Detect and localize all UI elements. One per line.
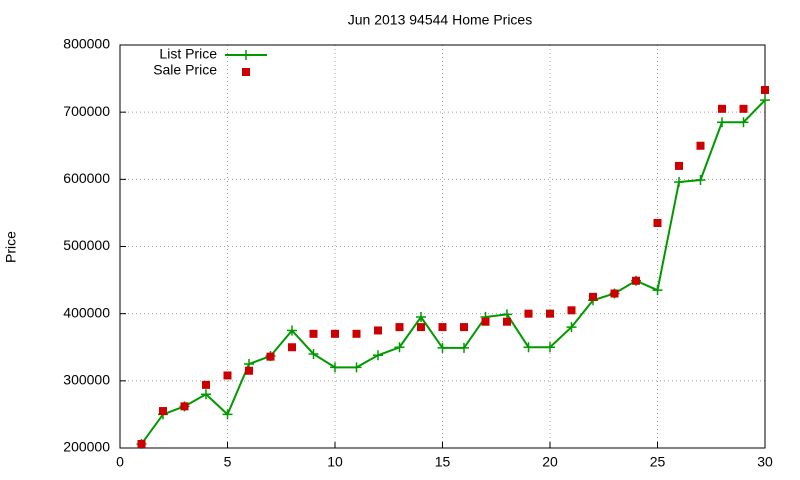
plot-frame [119,44,766,449]
square-marker [675,161,683,170]
square-marker [180,402,189,411]
square-marker [503,317,511,326]
x-tick-label: 25 [650,454,666,470]
square-marker [567,306,576,315]
square-marker [352,329,361,338]
plus-marker [459,342,469,353]
square-marker [589,292,597,301]
legend-label: List Price [159,46,217,62]
y-tick-label: 300000 [63,372,110,388]
square-marker [718,104,726,113]
square-marker [309,329,318,338]
plus-marker [502,309,512,320]
x-tick-label: 10 [327,454,343,470]
square-marker [245,366,253,375]
square-marker [417,323,425,332]
square-marker [696,141,705,150]
plus-marker [545,342,555,353]
y-tick-label: 200000 [63,439,110,455]
y-tick-label: 700000 [63,103,110,119]
plus-marker [351,362,362,373]
square-marker [632,276,640,285]
square-marker [481,317,490,326]
plus-marker [674,177,684,188]
square-marker [223,371,232,380]
plus-marker [373,350,383,361]
plus-marker [738,117,749,128]
square-marker [137,439,146,448]
plus-marker [222,409,233,420]
plus-marker [760,95,770,106]
legend-label: Sale Price [153,62,217,78]
square-marker [546,309,554,318]
x-tick-label: 5 [224,454,232,470]
square-marker [159,407,167,416]
square-marker [395,323,404,332]
plus-marker [717,117,727,128]
x-tick-label: 30 [757,454,773,470]
plus-marker [566,322,577,333]
plus-marker [287,325,297,336]
plus-marker [523,342,534,353]
plus-marker [201,389,211,400]
x-tick-label: 15 [435,454,451,470]
y-tick-label: 800000 [63,36,110,52]
plus-marker [308,348,319,359]
series-line [140,99,766,445]
square-marker [242,68,250,76]
y-tick-label: 600000 [63,170,110,186]
plus-marker [394,342,405,353]
x-tick-label: 20 [542,454,558,470]
square-marker [266,352,275,361]
square-marker [653,218,662,227]
square-marker [524,309,533,318]
square-marker [610,289,619,298]
plus-marker [330,362,340,373]
square-marker [739,104,748,113]
y-axis-label: Price [3,231,19,263]
x-tick-label: 0 [116,454,124,470]
plus-marker [241,50,251,60]
square-marker [761,86,769,95]
square-marker [202,380,210,389]
square-marker [438,323,447,332]
square-marker [288,343,296,352]
plus-marker [416,312,426,323]
plus-marker [695,175,706,186]
plus-marker [652,285,663,296]
y-tick-label: 400000 [63,304,110,320]
chart-title: Jun 2013 94544 Home Prices [348,12,532,28]
square-marker [460,323,468,332]
square-marker [331,329,339,338]
y-tick-label: 500000 [63,237,110,253]
plus-marker [437,342,448,353]
square-marker [374,326,382,335]
